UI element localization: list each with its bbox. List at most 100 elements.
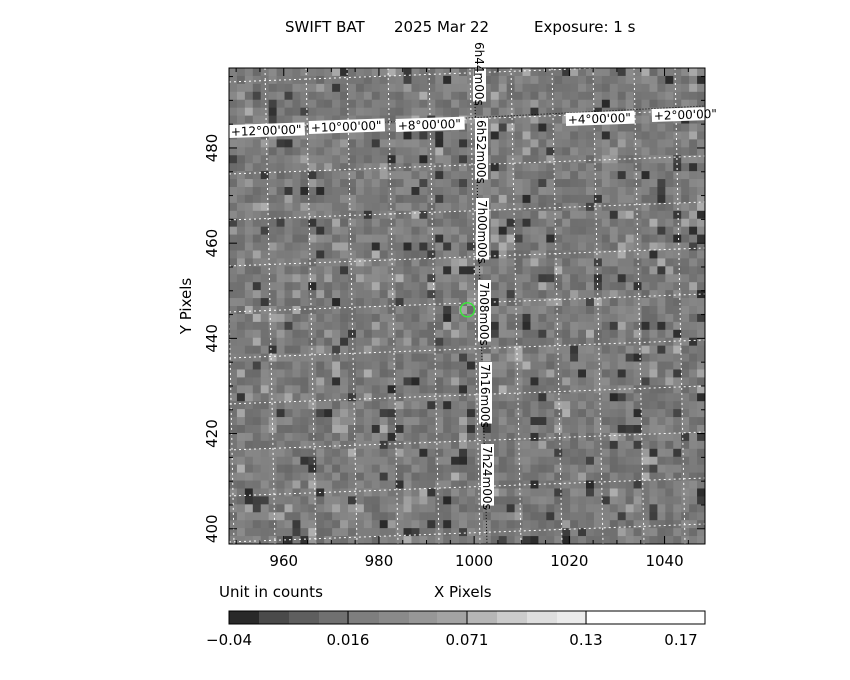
heatmap-cell	[411, 298, 420, 307]
heatmap-cell	[498, 282, 508, 291]
heatmap-cell	[316, 99, 325, 109]
heatmap-cell	[681, 313, 690, 323]
heatmap-cell	[236, 425, 246, 434]
heatmap-cell	[292, 353, 301, 362]
heatmap-cell	[387, 464, 396, 473]
heatmap-cell	[332, 250, 341, 259]
heatmap-cell	[641, 131, 650, 140]
heatmap-cell	[665, 536, 674, 544]
heatmap-cell	[403, 377, 412, 386]
heatmap-cell	[316, 361, 325, 370]
heatmap-cell	[284, 242, 293, 251]
heatmap-cell	[395, 290, 404, 299]
heatmap-cell	[562, 226, 571, 235]
heatmap-cell	[586, 75, 595, 85]
heatmap-cell	[530, 448, 539, 458]
heatmap-cell	[601, 345, 611, 354]
heatmap-cell	[467, 345, 476, 354]
heatmap-cell	[340, 488, 349, 497]
heatmap-cell	[459, 250, 468, 259]
heatmap-cell	[459, 226, 468, 235]
heatmap-cell	[586, 163, 595, 172]
heatmap-cell	[530, 496, 539, 505]
heatmap-cell	[244, 512, 254, 521]
heatmap-cell	[649, 377, 658, 386]
heatmap-cell	[681, 171, 690, 180]
heatmap-cell	[236, 194, 246, 204]
heatmap-cell	[411, 401, 420, 410]
heatmap-cell	[403, 274, 412, 283]
heatmap-cell	[689, 131, 698, 140]
heatmap-cell	[308, 472, 317, 481]
heatmap-cell	[252, 139, 262, 148]
heatmap-cell	[371, 131, 381, 140]
heatmap-cell	[363, 210, 373, 220]
heatmap-cell	[355, 464, 365, 473]
heatmap-cell	[379, 385, 389, 394]
heatmap-cell	[268, 115, 277, 124]
heatmap-cell	[633, 409, 642, 418]
heatmap-cell	[514, 377, 523, 386]
heatmap-cell	[578, 91, 587, 101]
heatmap-cell	[625, 337, 634, 347]
heatmap-cell	[332, 179, 341, 188]
heatmap-cell	[419, 401, 428, 410]
heatmap-cell	[625, 226, 634, 235]
colorbar-swatch	[229, 611, 259, 624]
heatmap-cell	[379, 512, 389, 521]
heatmap-cell	[316, 202, 325, 212]
heatmap-cell	[451, 68, 460, 77]
heatmap-cell	[482, 504, 492, 513]
heatmap-cell	[403, 369, 412, 378]
heatmap-cell	[387, 488, 396, 497]
heatmap-cell	[340, 528, 349, 537]
heatmap-cell	[300, 155, 309, 164]
heatmap-cell	[467, 401, 476, 410]
heatmap-cell	[506, 68, 515, 77]
heatmap-cell	[578, 385, 587, 394]
heatmap-cell	[554, 155, 563, 164]
heatmap-cell	[435, 488, 444, 497]
heatmap-cell	[292, 68, 301, 77]
heatmap-cell	[546, 107, 555, 116]
heatmap-cell	[252, 353, 262, 362]
heatmap-cell	[229, 298, 238, 307]
heatmap-cell	[435, 234, 444, 243]
heatmap-cell	[467, 321, 476, 331]
heatmap-cell	[252, 202, 262, 212]
heatmap-cell	[601, 480, 611, 489]
heatmap-cell	[244, 520, 254, 529]
heatmap-cell	[498, 290, 508, 299]
heatmap-cell	[593, 425, 603, 434]
heatmap-cell	[387, 242, 396, 251]
heatmap-cell	[601, 353, 611, 362]
heatmap-cell	[284, 91, 293, 101]
heatmap-cell	[522, 179, 531, 188]
heatmap-cell	[411, 91, 420, 101]
heatmap-cell	[522, 131, 531, 140]
heatmap-cell	[514, 91, 523, 101]
heatmap-cell	[586, 202, 595, 212]
heatmap-cell	[530, 123, 539, 132]
heatmap-cell	[562, 321, 571, 331]
heatmap-cell	[562, 345, 571, 354]
heatmap-cell	[673, 536, 682, 544]
heatmap-cell	[355, 321, 365, 331]
heatmap-cell	[451, 107, 460, 116]
heatmap-cell	[490, 520, 500, 529]
heatmap-cell	[649, 306, 658, 315]
heatmap-cell	[292, 393, 301, 402]
heatmap-cell	[229, 282, 238, 291]
heatmap-cell	[459, 131, 468, 140]
ra-label: 7h24m00s	[480, 444, 494, 510]
heatmap-cell	[355, 472, 365, 481]
heatmap-cell	[657, 480, 666, 489]
heatmap-cell	[260, 345, 270, 354]
heatmap-cell	[601, 226, 611, 235]
heatmap-cell	[363, 536, 373, 544]
heatmap-cell	[522, 329, 531, 339]
heatmap-cell	[697, 250, 705, 259]
heatmap-cell	[427, 306, 436, 315]
heatmap-cell	[403, 163, 412, 172]
heatmap-cell	[506, 187, 515, 196]
